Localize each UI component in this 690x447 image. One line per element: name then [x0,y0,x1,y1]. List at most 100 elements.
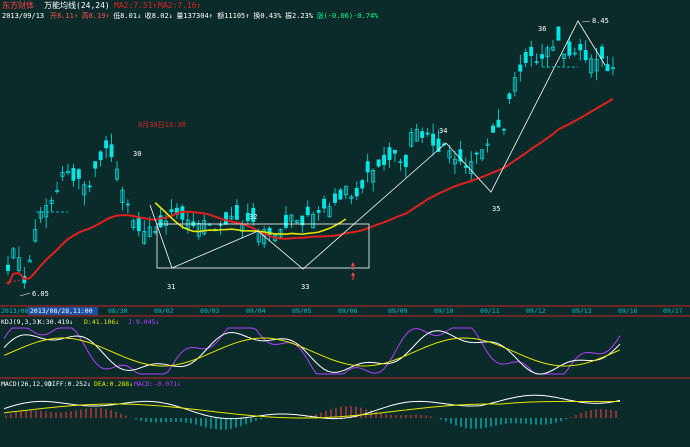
candle-body [480,149,485,160]
candle-body [147,226,152,237]
candle-body [87,185,92,188]
candle-body [610,67,615,70]
candle-body [267,227,272,236]
candle-body [44,205,49,218]
date-labels: 08/30 09/02 09/03 09/04 09/05 09/06 09/09 09/10… [108,307,683,315]
candle-body [98,151,103,161]
candle-body [354,187,359,197]
candle-body [572,52,577,55]
note-label: 8月30日13:30 [138,121,186,129]
candle-body [398,161,403,164]
candle-body [71,167,76,181]
candle-body [251,207,256,222]
candle-body [158,215,163,228]
candle-body [512,77,517,92]
candle-body [6,264,10,271]
quote-fields: 开8.11↑ 高8.19↑ 低8.01↓ 收8.02↓ 量137304↑ 额11105↑ 换… [50,11,379,20]
candle-body [474,152,479,155]
candle-body [136,218,141,232]
candle-body [545,47,550,58]
candle-body [218,224,223,226]
low-price-label: 6.05 [32,290,49,298]
date-label: 08/30 [108,307,128,315]
candle-body [93,161,98,169]
candle-body [452,158,457,165]
date-prefix: 2013/08/ [1,307,32,315]
quote-field: 涨(-0.06)-0.74% [317,11,380,20]
macd-dea-value: DEA:0.288↓ [94,380,133,388]
wave-label: 36 [538,25,546,33]
candle-body [262,229,267,245]
candle-body [284,214,288,228]
candle-body [327,206,332,218]
date-label: 09/04 [246,307,266,315]
quote-field: 开8.11↑ [50,12,78,20]
quote-field: 低8.01↓ [113,11,141,20]
reference-dashes [5,66,578,284]
cursor-date-label: 2013/08/28,11:00 [30,307,93,315]
candle-body [605,64,610,72]
candle-body [115,168,119,180]
candle-body [234,205,239,220]
date-label: 09/17 [663,307,683,315]
quote-date: 2013/09/13 [2,12,44,20]
candle-body [578,43,583,51]
candle-body [523,52,528,63]
macd-dea-line [3,400,621,419]
candle-body [414,128,419,142]
consolidation-box [156,223,370,269]
candle-body [49,199,54,205]
candle-body [349,196,354,199]
date-label: 09/16 [618,307,638,315]
candle-body [311,213,316,229]
quote-field: 高8.19↑ [82,11,110,20]
macd-diff-line [3,394,621,420]
signal-arrows [19,20,591,297]
quote-field: 额11105↑ [217,11,249,20]
wave-label: 35 [492,205,500,213]
candle-body [289,214,294,222]
date-label: 09/13 [572,307,592,315]
candle-body [425,132,430,135]
indicator-label: 万能均线(24,24) [44,0,110,10]
quote-field: 振2.23% [285,11,314,20]
candle-body [65,170,70,174]
candle-body [169,209,174,213]
candle-body [202,220,207,235]
candle-body [11,248,16,259]
candle-body [131,220,136,228]
quote-field: 换0.43% [253,11,282,20]
candle-body [393,149,397,154]
high-price-label: 8.45 [592,17,609,25]
low-pointer [19,292,31,297]
wave-labels: 30 31 32 33 34 35 36 [133,25,546,291]
candle-body [338,189,343,200]
candle-body [589,58,594,74]
candle-body [76,169,81,179]
candle-body [360,180,365,189]
ma-short-value: MA2:7.16↑ [158,1,201,10]
date-label: 09/11 [480,307,500,315]
ma-long-line [7,97,614,285]
kdj-d-value: D:41.106↓ [84,318,119,326]
candle-body [245,212,250,222]
candle-body [458,149,463,162]
candle-body [469,161,474,175]
candlestick-series [6,26,615,289]
candle-body [109,144,114,158]
candle-body [82,184,87,196]
wave-label: 33 [301,283,309,291]
candle-body [436,138,441,152]
kdj-j-line [3,327,621,375]
kdj-j-value: J:9.045↓ [128,318,159,326]
candle-body [104,140,109,149]
macd-macd-value: MACD:-0.071↓ [134,380,181,388]
candle-body [125,203,130,206]
quote-field: 收8.02↓ [145,11,173,20]
candle-body [420,131,425,138]
quote-field: 量137304↑ [176,12,213,20]
candle-body [16,257,21,271]
candle-body [196,223,201,237]
